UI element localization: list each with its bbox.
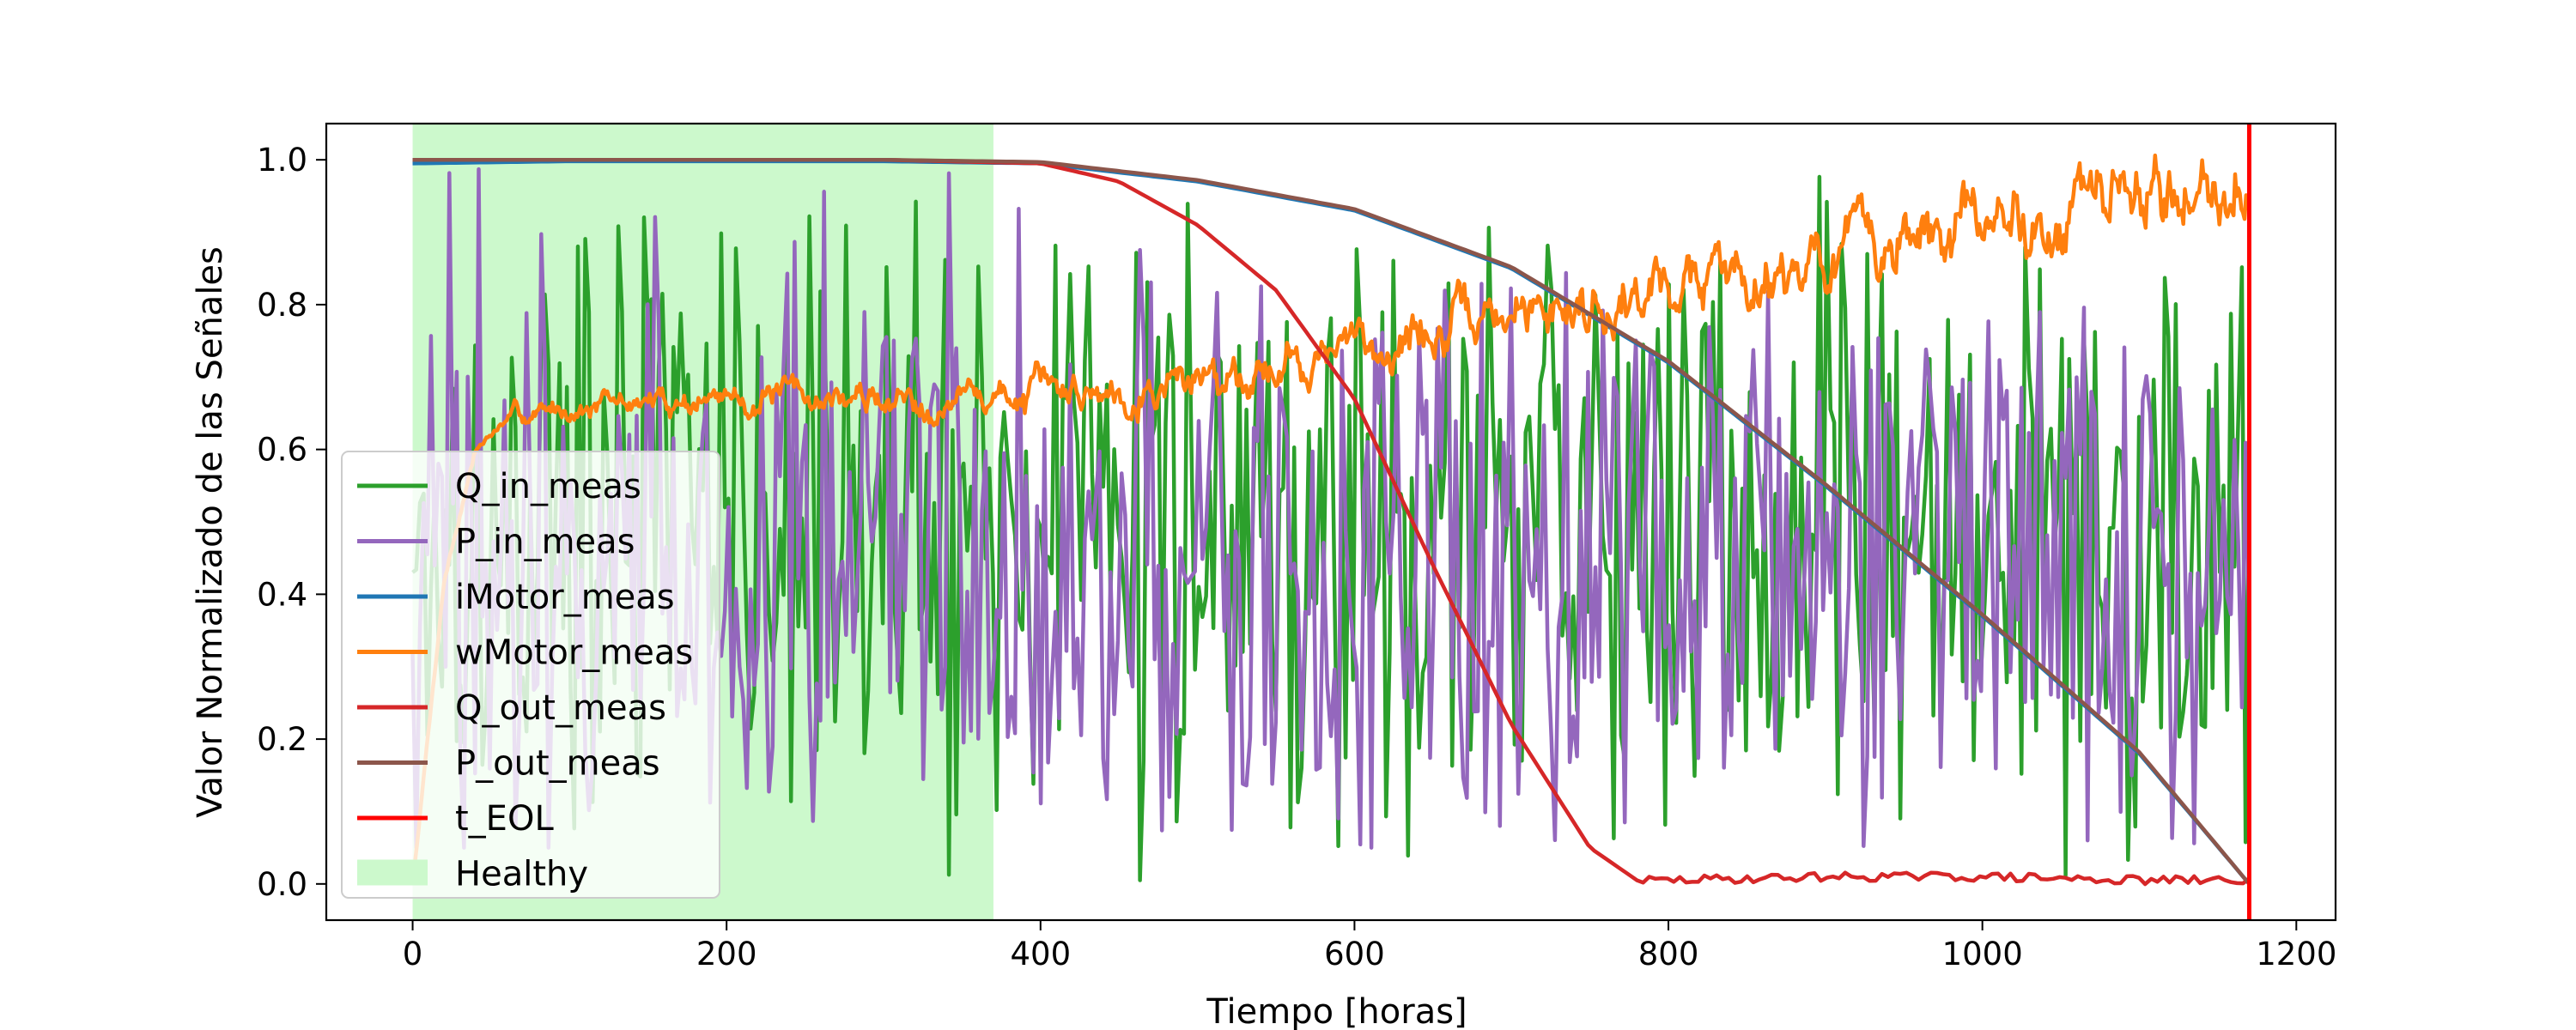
x-tick-label: 400: [1010, 936, 1071, 972]
x-tick-label: 1200: [2256, 936, 2336, 972]
x-tick-label: 800: [1638, 936, 1699, 972]
legend-label-healthy: Healthy: [455, 855, 588, 894]
legend-swatch-healthy: [357, 859, 428, 886]
legend-label-q-in-meas: Q_in_meas: [455, 467, 641, 506]
y-axis-title: Valor Normalizado de las Señales: [191, 246, 230, 818]
legend-label-p-in-meas: P_in_meas: [455, 523, 635, 562]
plot-frame: [325, 122, 2337, 922]
legend-label-t-eol: t_EOL: [455, 799, 554, 839]
legend-label-wmotor-meas: wMotor_meas: [455, 633, 693, 673]
axes-layer: 0 200 400 600 800 1000 1200 0.0 0.2 0.4 0.6 0.8 1.0: [257, 122, 2337, 972]
x-tick-label: 200: [696, 936, 757, 972]
x-tick-label: 1000: [1942, 936, 2023, 972]
y-tick-label: 0.2: [257, 721, 307, 758]
series-line-p-out-meas: [412, 157, 2251, 886]
y-tick-label: 0.4: [257, 576, 307, 613]
x-axis-title: Tiempo [horas]: [1206, 992, 1467, 1030]
legend: Q_in_meas P_in_meas iMotor_meas wMotor_meas…: [341, 451, 720, 899]
y-tick-label: 1.0: [257, 142, 307, 179]
x-tick-label: 0: [403, 936, 423, 972]
y-tick-label: 0.0: [257, 866, 307, 903]
legend-label-imotor-meas: iMotor_meas: [455, 578, 675, 617]
y-tick-label: 0.6: [257, 432, 307, 469]
y-tick-label: 0.8: [257, 287, 307, 324]
legend-label-p-out-meas: P_out_meas: [455, 744, 660, 784]
legend-box: [341, 451, 720, 899]
series-line-wmotor-meas: [410, 153, 2251, 885]
x-tick-label: 600: [1324, 936, 1385, 972]
legend-label-q-out-meas: Q_out_meas: [455, 688, 666, 728]
